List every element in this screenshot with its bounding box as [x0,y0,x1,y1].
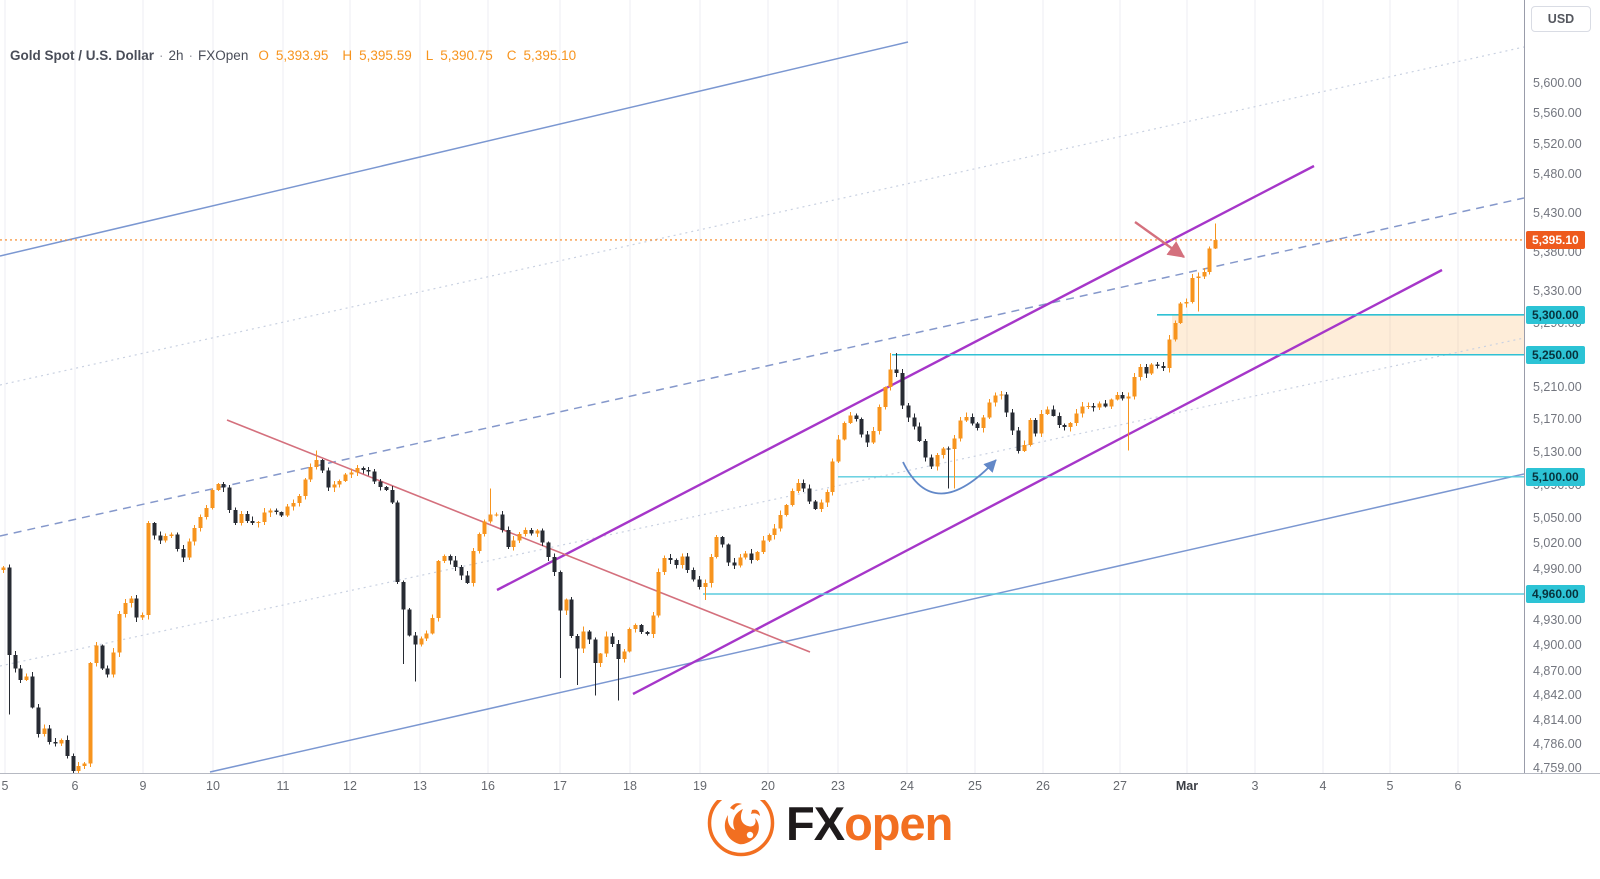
close-value: C 5,395.10 [506,48,577,63]
separator: · [159,48,164,63]
time-axis-tick: 11 [276,779,290,793]
price-axis-tick: 4,930.00 [1533,612,1582,627]
level-label-5250: 5,250.00 [1526,345,1585,364]
time-axis-tick: 16 [481,779,495,793]
logo-text-open: open [844,796,953,850]
price-axis-tick: 5,130.00 [1533,445,1582,460]
time-axis-tick: 17 [553,779,567,793]
symbol-name[interactable]: Gold Spot / U.S. Dollar [10,48,155,63]
price-axis-tick: 5,020.00 [1533,536,1582,551]
currency-button[interactable]: USD [1531,6,1591,32]
time-axis-tick: 18 [623,779,637,793]
time-axis-tick: 3 [1251,779,1259,793]
price-axis-tick: 5,560.00 [1533,106,1582,121]
price-axis-tick: 4,814.00 [1533,712,1582,727]
time-axis-tick: 12 [343,779,357,793]
time-axis-tick: 20 [761,779,775,793]
price-axis-tick: 4,990.00 [1533,561,1582,576]
bearish-pointer-arrow[interactable] [1134,221,1185,258]
time-axis-tick: 25 [968,779,982,793]
chart-legend: Gold Spot / U.S. Dollar · 2h · FXOpen O 5,393.… [10,48,590,63]
faint-dotted-lower[interactable] [0,337,1524,667]
candlestick-series [1,223,1218,773]
level-label-5100: 5,100.00 [1526,467,1585,486]
price-axis-tick: 5,210.00 [1533,379,1582,394]
supply-demand-zone[interactable] [1172,314,1524,355]
time-axis-tick: 5 [1,779,9,793]
time-axis-tick: 6 [71,779,79,793]
price-axis-tick: 4,759.00 [1533,761,1582,776]
time-axis-tick: 5 [1386,779,1394,793]
time-axis-tick: 6 [1454,779,1462,793]
ohlc-values: O 5,393.95 H 5,395.59 L 5,390.75 C 5,395.10 [258,48,590,63]
time-axis-tick: 27 [1113,779,1127,793]
plot-area[interactable] [0,0,1524,776]
purple-channel-upper[interactable] [496,164,1315,592]
price-axis-tick: 5,330.00 [1533,284,1582,299]
price-axis-tick: 5,170.00 [1533,412,1582,427]
price-axis-tick: 5,480.00 [1533,167,1582,182]
time-axis-tick: 26 [1036,779,1050,793]
time-axis-tick: 19 [693,779,707,793]
price-axis-tick: 4,870.00 [1533,664,1582,679]
price-axis-tick: 5,520.00 [1533,136,1582,151]
time-axis-tick: 10 [206,779,220,793]
open-value: O 5,393.95 [258,48,329,63]
price-axis-tick: 5,050.00 [1533,511,1582,526]
time-axis-tick: 9 [139,779,147,793]
interval-label[interactable]: 2h [168,48,184,63]
blue-channel-mid-dashed[interactable] [0,197,1524,537]
purple-channel-lower[interactable] [632,268,1443,696]
low-value: L 5,390.75 [425,48,493,63]
time-axis-tick: 13 [413,779,427,793]
bounce-arc-arrow[interactable] [902,459,997,495]
level-label-5300: 5,300.00 [1526,305,1585,324]
time-axis[interactable]: 5 6 9 10 11 12 13 16 17 18 19 20 23 24 25 26 27 Mar 3 4 5 6 [0,773,1600,800]
blue-channel-upper[interactable] [0,41,909,257]
blue-channel-lower[interactable] [209,473,1524,773]
price-axis-tick: 4,900.00 [1533,638,1582,653]
level-label-4960: 4,960.00 [1526,584,1585,603]
price-axis[interactable]: USD 5,600.00 5,560.00 5,520.00 5,480.00 5,43… [1524,0,1600,776]
grid-lines [4,0,1459,773]
price-axis-tick: 5,430.00 [1533,205,1582,220]
logo-text-fx: FX [786,796,845,850]
last-price-label: 5,395.10 [1526,230,1585,249]
faint-dotted-upper[interactable] [0,46,1524,386]
separator: · [188,48,194,63]
high-value: H 5,395.59 [342,48,412,63]
time-axis-tick: Mar [1175,779,1199,793]
exchange-label: FXOpen [198,48,249,63]
time-axis-tick: 23 [831,779,845,793]
time-axis-tick: 24 [900,779,914,793]
price-axis-tick: 4,786.00 [1533,737,1582,752]
price-axis-tick: 5,600.00 [1533,76,1582,90]
time-axis-tick: 4 [1319,779,1327,793]
price-axis-tick: 4,842.00 [1533,688,1582,703]
